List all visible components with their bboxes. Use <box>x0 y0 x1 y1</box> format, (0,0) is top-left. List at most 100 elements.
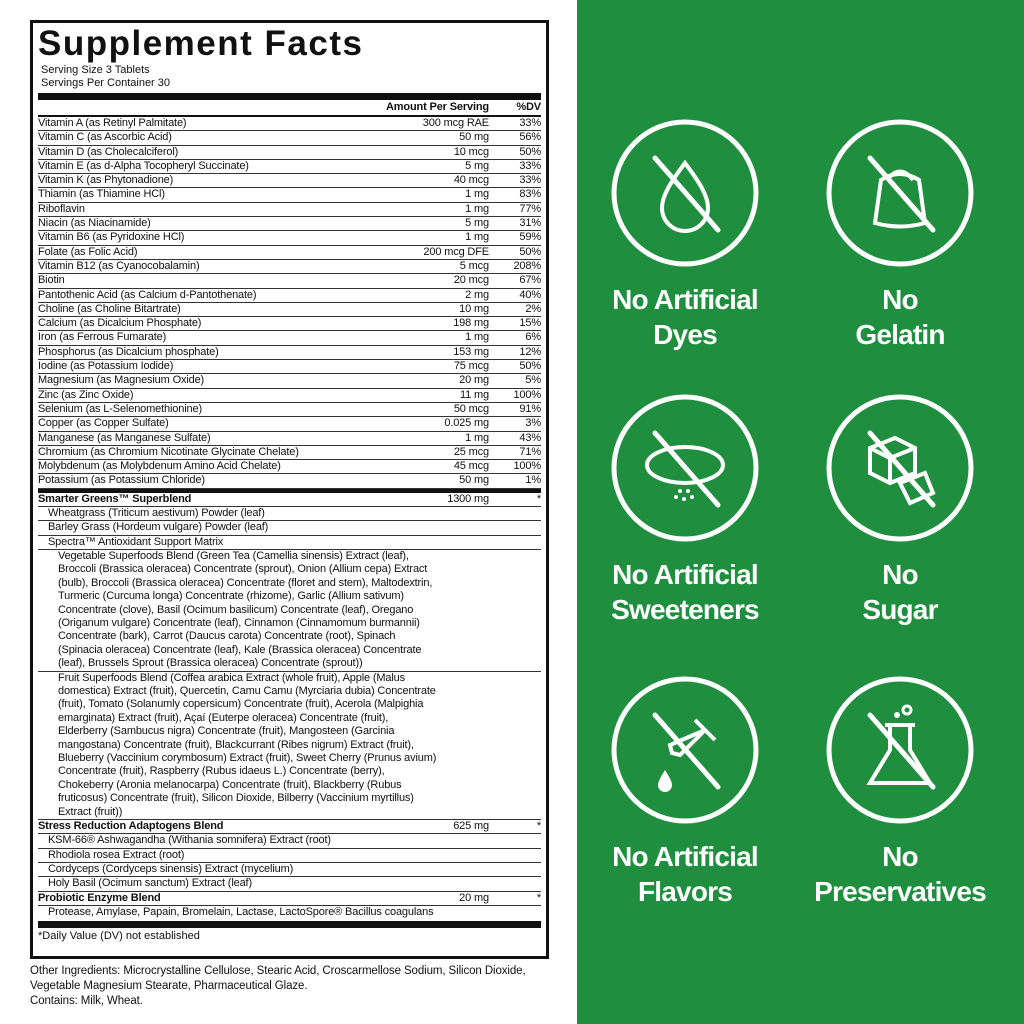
blend-row: Smarter Greens™ Superblend 1300 mg * <box>38 492 541 508</box>
nutrient-row: Biotin 20 mcg 67% <box>38 274 541 289</box>
nutrient-amount: 5 mcg <box>459 259 489 272</box>
dv-header: %DV <box>516 101 541 113</box>
nutrient-name: Copper (as Copper Sulfate) <box>38 417 169 430</box>
nutrient-list: Vitamin A (as Retinyl Palmitate) 300 mcg… <box>38 117 541 489</box>
nutrient-name: Iodine (as Potassium Iodide) <box>38 360 174 373</box>
nutrient-dv: 56% <box>519 131 541 144</box>
nutrient-amount: 5 mg <box>465 159 489 172</box>
supplement-facts-panel: Supplement Facts Serving Size 3 Tablets … <box>30 20 549 959</box>
nutrient-row: Riboflavin 1 mg 77% <box>38 202 541 218</box>
ingredient-row: KSM-66® Ashwagandha (Withania somnifera)… <box>38 834 541 849</box>
features-panel: No Artificial Dyes No Gelatin No Artific… <box>577 0 1024 1024</box>
nutrient-dv: 71% <box>519 445 541 458</box>
nutrient-amount: 198 mg <box>453 317 489 330</box>
nutrient-name: Molybdenum (as Molybdenum Amino Acid Che… <box>38 460 281 473</box>
blend-amount: 625 mg <box>453 820 489 833</box>
nutrient-name: Manganese (as Manganese Sulfate) <box>38 431 211 444</box>
nutrient-amount: 50 mcg <box>453 402 489 415</box>
other-ingredients: Other Ingredients: Microcrystalline Cell… <box>30 964 560 1009</box>
nutrient-amount: 200 mcg DFE <box>423 245 489 258</box>
feature-badge: No Preservatives <box>800 675 1000 909</box>
nutrient-row: Niacin (as Niacinamide) 5 mg 31% <box>38 217 541 232</box>
feature-badge: No Artificial Sweeteners <box>585 393 785 627</box>
feature-label-line2: Sweeteners <box>611 594 759 625</box>
nutrient-amount: 20 mg <box>459 374 489 387</box>
feature-label: No Artificial Sweeteners <box>585 557 785 627</box>
nutrient-dv: 33% <box>519 174 541 187</box>
feature-label-line1: No Artificial <box>612 841 759 872</box>
ingredient-name: Spectra™ Antioxidant Support Matrix <box>48 535 224 548</box>
nutrient-dv: 50% <box>519 245 541 258</box>
nutrient-amount: 1 mg <box>465 188 489 201</box>
nutrient-dv: 43% <box>519 431 541 444</box>
sub-blend-text: Vegetable Superfoods Blend (Green Tea (C… <box>58 549 433 670</box>
nutrient-name: Chromium (as Chromium Nicotinate Glycina… <box>38 445 299 458</box>
blend-row: Stress Reduction Adaptogens Blend 625 mg… <box>38 820 541 835</box>
nutrient-amount: 0.025 mg <box>444 417 489 430</box>
nutrient-name: Vitamin A (as Retinyl Palmitate) <box>38 117 187 129</box>
ingredient-name: Cordyceps (Cordyceps sinensis) Extract (… <box>48 862 294 875</box>
ingredient-name: Rhodiola rosea Extract (root) <box>48 848 185 861</box>
nutrient-amount: 75 mcg <box>453 360 489 373</box>
nutrient-dv: 50% <box>519 145 541 158</box>
blend-name: Smarter Greens™ Superblend <box>38 492 192 505</box>
nutrient-row: Vitamin E (as d-Alpha Tocopheryl Succina… <box>38 159 541 175</box>
nutrient-name: Vitamin B12 (as Cyanocobalamin) <box>38 259 200 272</box>
feature-badge: No Artificial Flavors <box>585 675 785 909</box>
nutrient-amount: 2 mg <box>465 288 489 301</box>
nutrient-amount: 153 mg <box>453 345 489 358</box>
nutrient-row: Iron (as Ferrous Fumarate) 1 mg 6% <box>38 331 541 346</box>
nutrient-dv: 1% <box>525 474 541 487</box>
nutrient-row: Zinc (as Zinc Oxide) 11 mg 100% <box>38 389 541 403</box>
nutrient-dv: 33% <box>519 159 541 172</box>
feature-label-line1: No <box>882 284 919 315</box>
nutrient-dv: 100% <box>513 388 541 401</box>
nutrient-row: Vitamin B12 (as Cyanocobalamin) 5 mcg 20… <box>38 259 541 275</box>
nutrient-row: Vitamin K (as Phytonadione) 40 mcg 33% <box>38 174 541 189</box>
ingredient-row: Rhodiola rosea Extract (root) <box>38 849 541 863</box>
nutrient-row: Iodine (as Potassium Iodide) 75 mcg 50% <box>38 360 541 375</box>
nutrient-dv: 67% <box>519 274 541 287</box>
nutrient-dv: 208% <box>513 259 541 272</box>
nutrient-dv: 12% <box>519 345 541 358</box>
blend-amount: 1300 mg <box>447 492 489 505</box>
nutrient-row: Vitamin B6 (as Pyridoxine HCl) 1 mg 59% <box>38 231 541 246</box>
nutrient-amount: 20 mcg <box>453 274 489 287</box>
divider <box>38 921 541 929</box>
nutrient-name: Vitamin B6 (as Pyridoxine HCl) <box>38 231 185 244</box>
footnote: *Daily Value (DV) not established <box>38 930 200 943</box>
blend-name: Stress Reduction Adaptogens Blend <box>38 820 224 833</box>
nutrient-dv: 2% <box>525 302 541 315</box>
nutrient-dv: 100% <box>513 460 541 473</box>
no-gelatin-icon <box>826 119 974 267</box>
no-drop-icon <box>611 119 759 267</box>
feature-label: No Preservatives <box>800 839 1000 909</box>
nutrient-name: Vitamin K (as Phytonadione) <box>38 174 174 187</box>
blend-dv: * <box>536 820 541 833</box>
ingredient-name: Protease, Amylase, Papain, Bromelain, La… <box>48 905 434 918</box>
divider <box>38 488 541 493</box>
nutrient-dv: 83% <box>519 188 541 201</box>
nutrient-row: Pantothenic Acid (as Calcium d-Pantothen… <box>38 289 541 303</box>
feature-label: No Artificial Flavors <box>585 839 785 909</box>
feature-label-line1: No Artificial <box>612 284 759 315</box>
amount-header: Amount Per Serving <box>385 101 489 113</box>
nutrient-row: Vitamin A (as Retinyl Palmitate) 300 mcg… <box>38 117 541 132</box>
feature-badge: No Artificial Dyes <box>585 118 785 352</box>
nutrient-row: Folate (as Folic Acid) 200 mcg DFE 50% <box>38 246 541 260</box>
nutrient-dv: 77% <box>519 202 541 215</box>
blend-name: Probiotic Enzyme Blend <box>38 891 161 904</box>
nutrient-row: Vitamin C (as Ascorbic Acid) 50 mg 56% <box>38 131 541 146</box>
feature-label: No Gelatin <box>800 282 1000 352</box>
blend-list: Smarter Greens™ Superblend 1300 mg * Whea… <box>38 493 541 919</box>
nutrient-amount: 50 mg <box>459 474 489 487</box>
nutrient-name: Vitamin D (as Cholecalciferol) <box>38 145 179 158</box>
nutrient-amount: 50 mg <box>459 131 489 144</box>
nutrient-name: Phosphorus (as Dicalcium phosphate) <box>38 345 219 358</box>
nutrient-dv: 50% <box>519 360 541 373</box>
nutrient-amount: 25 mcg <box>453 445 489 458</box>
ingredient-row: Cordyceps (Cordyceps sinensis) Extract (… <box>38 862 541 878</box>
nutrient-row: Choline (as Choline Bitartrate) 10 mg 2% <box>38 302 541 318</box>
other-ingredients-text: Other Ingredients: Microcrystalline Cell… <box>30 965 526 992</box>
nutrient-name: Potassium (as Potassium Chloride) <box>38 474 205 487</box>
